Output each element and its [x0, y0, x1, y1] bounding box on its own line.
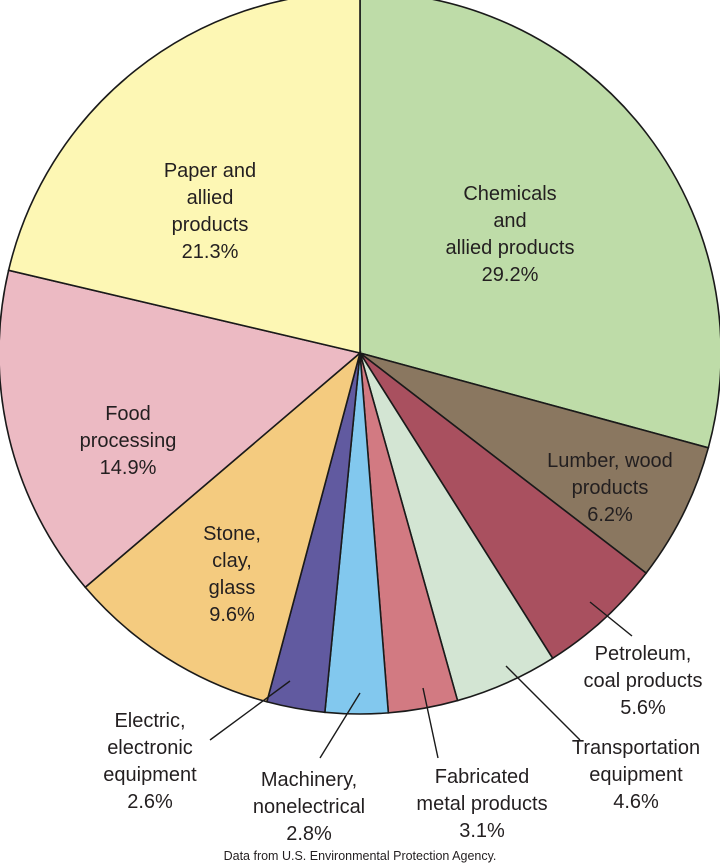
leader-line-petroleum-coal-products — [589, 601, 633, 637]
slice-label-line: Machinery, — [261, 769, 357, 791]
slice-lumber-wood-products — [359, 352, 710, 575]
slice-percent: 3.1% — [459, 820, 505, 842]
slice-label-electric-electronic-equipment: Electric, electronic equipment 2.6% — [103, 710, 197, 813]
slice-label-line: and — [493, 210, 526, 232]
slice-label-line: equipment — [103, 764, 197, 786]
slice-label-line: glass — [209, 577, 256, 599]
slice-label-food-processing: Food processing 14.9% — [80, 403, 177, 479]
leader-line-machinery-nonelectrical — [319, 692, 361, 759]
pie-slices — [0, 0, 720, 715]
slice-percent: 5.6% — [620, 697, 666, 719]
slice-label-line: electronic — [107, 737, 193, 759]
slice-label-line: processing — [80, 430, 177, 452]
slice-label-stone-clay-glass: Stone, clay, glass 9.6% — [203, 523, 261, 626]
slice-label-lumber-wood-products: Lumber, wood products 6.2% — [547, 450, 673, 526]
slice-label-transportation-equipment: Transportation equipment 4.6% — [572, 737, 700, 813]
slice-labels: Chemicals and allied products 29.2% Lumber, … — [80, 160, 703, 845]
leader-line-electric-electronic-equipment — [209, 680, 291, 741]
slice-petroleum-coal-products — [359, 352, 648, 660]
slice-label-line: clay, — [212, 550, 252, 572]
slice-percent: 6.2% — [587, 504, 633, 526]
slice-percent: 9.6% — [209, 604, 255, 626]
slice-label-line: products — [172, 214, 249, 236]
slice-percent: 4.6% — [613, 791, 659, 813]
slice-label-line: Petroleum, — [595, 643, 692, 665]
slice-label-fabricated-metal-products: Fabricated metal products 3.1% — [416, 766, 547, 842]
slice-label-line: equipment — [589, 764, 683, 786]
slice-label-line: coal products — [584, 670, 703, 692]
slice-stone-clay-glass — [84, 350, 362, 703]
slice-label-line: Transportation — [572, 737, 700, 759]
slice-label-line: Fabricated — [435, 766, 530, 788]
source-note: Data from U.S. Environmental Protection … — [224, 849, 497, 863]
slice-label-chemicals-and-allied-products: Chemicals and allied products 29.2% — [446, 183, 575, 286]
slice-label-paper-and-allied-products: Paper and allied products 21.3% — [164, 160, 256, 263]
slice-label-line: Electric, — [114, 710, 185, 732]
slice-percent: 29.2% — [482, 264, 539, 286]
slice-label-line: Stone, — [203, 523, 261, 545]
slice-percent: 21.3% — [182, 241, 239, 263]
slice-label-line: Lumber, wood — [547, 450, 673, 472]
slice-label-line: metal products — [416, 793, 547, 815]
leader-line-transportation-equipment — [505, 665, 581, 741]
slice-label-line: nonelectrical — [253, 796, 365, 818]
slice-food-processing — [0, 269, 362, 589]
slice-label-line: Chemicals — [463, 183, 556, 205]
slice-chemicals-and-allied-products — [359, 0, 720, 449]
leader-line-fabricated-metal-products — [422, 687, 439, 759]
slice-label-machinery-nonelectrical: Machinery, nonelectrical 2.8% — [253, 769, 365, 845]
slice-label-line: Paper and — [164, 160, 256, 182]
slice-label-petroleum-coal-products: Petroleum, coal products 5.6% — [584, 643, 703, 719]
slice-percent: 14.9% — [100, 457, 157, 479]
slice-percent: 2.8% — [286, 823, 332, 845]
slice-label-line: Food — [105, 403, 151, 425]
slice-label-line: allied products — [446, 237, 575, 259]
slice-label-line: allied — [187, 187, 234, 209]
leader-lines — [209, 601, 633, 759]
slice-label-line: products — [572, 477, 649, 499]
slice-paper-and-allied-products — [7, 0, 361, 355]
slice-percent: 2.6% — [127, 791, 173, 813]
